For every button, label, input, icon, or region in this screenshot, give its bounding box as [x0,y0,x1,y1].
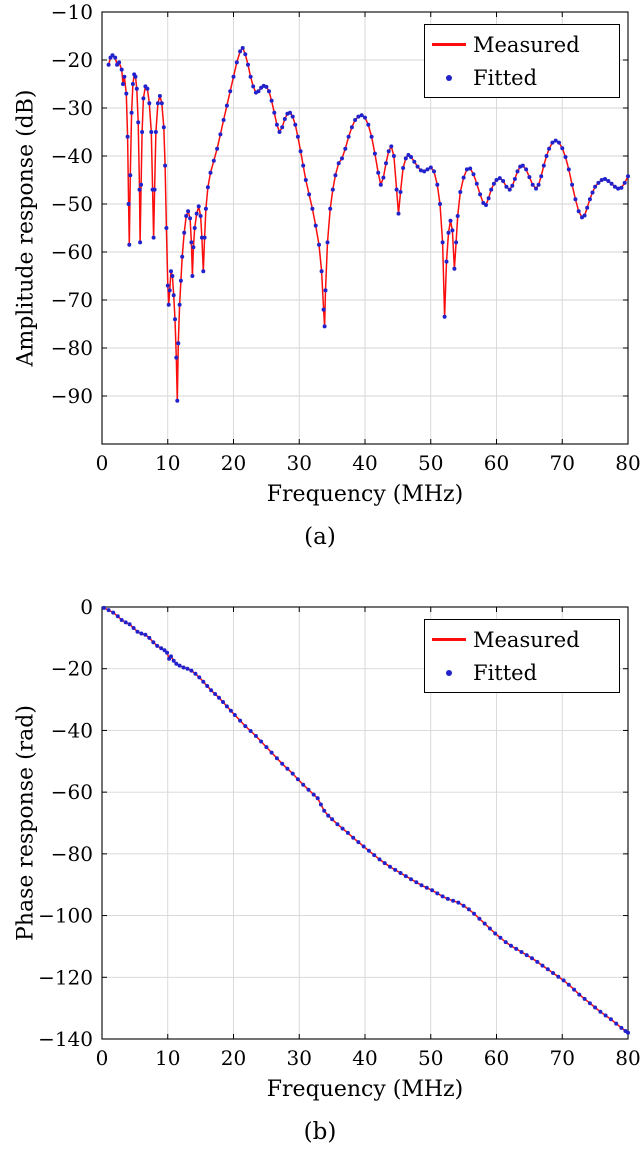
svg-text:−80: −80 [51,336,93,360]
legend-entry-fitted: Fitted [425,656,619,689]
svg-text:−10: −10 [51,0,93,24]
legend-entry-measured: Measured [425,28,619,61]
svg-text:30: 30 [287,451,312,475]
measured-line-swatch [432,43,466,46]
svg-text:20: 20 [221,451,246,475]
legend-entry-fitted: Fitted [425,61,619,94]
fitted-dot-swatch [446,669,452,676]
svg-text:−60: −60 [51,780,93,804]
svg-text:70: 70 [550,451,575,475]
svg-text:−20: −20 [51,48,93,72]
svg-text:−60: −60 [51,240,93,264]
legend-a: Measured Fitted [424,24,620,98]
svg-text:−20: −20 [51,657,93,681]
phase-y-axis-label: Phase response (rad) [13,705,39,941]
svg-text:−50: −50 [51,192,93,216]
measured-swatch-cell [425,43,473,46]
svg-text:0: 0 [96,451,109,475]
svg-text:0: 0 [80,595,93,619]
figure-a: 0 10 20 30 40 50 60 70 80 −90 −80 −70 −60 −50 −40 −30 −2… [13,0,640,550]
svg-text:60: 60 [484,451,509,475]
amplitude-y-axis-label: Amplitude response (dB) [13,89,39,367]
fitted-dot-swatch [446,74,452,81]
figure-b: 0 10 20 30 40 50 60 70 80 −140 −120 −100 −80 −60 −40 −2… [0,595,640,1154]
svg-text:50: 50 [418,1046,443,1070]
svg-text:−140: −140 [38,1027,93,1051]
legend-label-fitted: Fitted [473,65,538,90]
svg-text:−70: −70 [51,288,93,312]
fitted-swatch-cell [425,669,473,676]
caption-b: (b) [303,1119,337,1145]
svg-text:−80: −80 [51,842,93,866]
legend-b: Measured Fitted [424,619,620,693]
legend-entry-measured: Measured [425,623,619,656]
svg-text:40: 40 [352,1046,377,1070]
caption-a: (a) [304,524,336,550]
phase-chart-canvas: 0 10 20 30 40 50 60 70 80 −140 −120 −100 −80 −60 −40 −2… [38,595,640,1070]
svg-text:−90: −90 [51,384,93,408]
legend-label-fitted: Fitted [473,660,538,685]
svg-text:−40: −40 [51,144,93,168]
svg-text:−100: −100 [38,904,93,928]
svg-text:30: 30 [287,1046,312,1070]
svg-text:−120: −120 [38,965,93,989]
svg-text:0: 0 [96,1046,109,1070]
svg-text:20: 20 [221,1046,246,1070]
svg-text:80: 80 [615,451,640,475]
phase-x-axis-label: Frequency (MHz) [266,1077,464,1102]
svg-text:−40: −40 [51,718,93,742]
svg-text:−30: −30 [51,96,93,120]
svg-text:10: 10 [155,451,180,475]
measured-line-swatch [432,638,466,641]
svg-text:60: 60 [484,1046,509,1070]
legend-label-measured: Measured [473,32,580,57]
svg-text:10: 10 [155,1046,180,1070]
svg-text:50: 50 [418,451,443,475]
legend-label-measured: Measured [473,627,580,652]
fitted-swatch-cell [425,74,473,81]
measured-swatch-cell [425,638,473,641]
amplitude-x-axis-label: Frequency (MHz) [266,482,464,507]
svg-text:70: 70 [550,1046,575,1070]
svg-text:40: 40 [352,451,377,475]
svg-text:80: 80 [615,1046,640,1070]
